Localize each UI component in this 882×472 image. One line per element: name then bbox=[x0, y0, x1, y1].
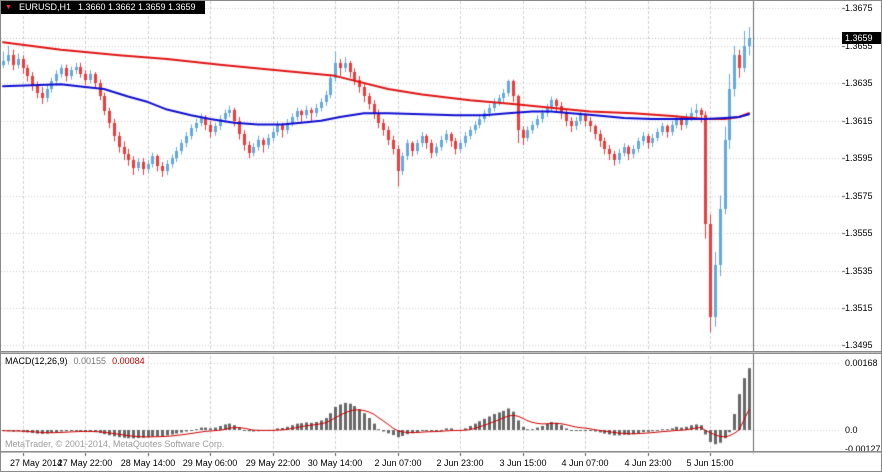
price-axis-label: 1.3615 bbox=[845, 116, 873, 126]
price-axis-label: 1.3515 bbox=[845, 303, 873, 313]
indicator-label: MACD(12,26,9) 0.00155 0.00084 bbox=[5, 356, 145, 366]
indicator-value: 0.00155 bbox=[73, 356, 107, 366]
price-axis-label: 1.3555 bbox=[845, 228, 873, 238]
price-axis-strip[interactable] bbox=[842, 1, 881, 451]
time-axis-label: 27 May 2014 bbox=[9, 458, 63, 468]
indicator-name: MACD(12,26,9) bbox=[5, 356, 68, 366]
time-axis-label: 2 Jun 23:00 bbox=[436, 458, 484, 468]
time-axis-label: 4 Jun 07:00 bbox=[561, 458, 609, 468]
time-axis-label: 2 Jun 07:00 bbox=[374, 458, 422, 468]
time-axis-label: 29 May 06:00 bbox=[182, 458, 238, 468]
quote-ohlc-label: 1.3660 1.3662 1.3659 1.3659 bbox=[77, 2, 196, 12]
chart-title-strip: ▼ EURUSD,H1 1.3660 1.3662 1.3659 1.3659 bbox=[1, 1, 205, 14]
symbol-dropdown-icon[interactable]: ▼ bbox=[5, 4, 12, 11]
indicator-axis-label: -0.00127 bbox=[845, 444, 881, 454]
price-axis-label: 1.3595 bbox=[845, 153, 873, 163]
time-axis-label: 29 May 22:00 bbox=[245, 458, 301, 468]
current-price-box: 1.3659 bbox=[842, 32, 881, 44]
indicator-signal-value: 0.00084 bbox=[112, 356, 145, 366]
time-axis-label: 27 May 22:00 bbox=[57, 458, 113, 468]
time-axis-label: 4 Jun 23:00 bbox=[624, 458, 672, 468]
pane-splitter-bottom bbox=[1, 451, 881, 453]
price-axis-label: 1.3675 bbox=[845, 3, 873, 13]
time-axis-label: 28 May 14:00 bbox=[120, 458, 176, 468]
indicator-axis-label: 0.00168 bbox=[845, 358, 878, 368]
price-axis-label: 1.3575 bbox=[845, 191, 873, 201]
price-axis-label: 1.3495 bbox=[845, 340, 873, 350]
time-axis-label: 30 May 14:00 bbox=[307, 458, 363, 468]
indicator-axis-label: 0.0 bbox=[845, 425, 858, 435]
price-axis-label: 1.3655 bbox=[845, 41, 873, 51]
pane-splitter[interactable] bbox=[1, 351, 881, 354]
price-axis-label: 1.3635 bbox=[845, 78, 873, 88]
symbol-label: EURUSD,H1 bbox=[18, 2, 71, 12]
time-axis-label: 3 Jun 15:00 bbox=[499, 458, 547, 468]
price-axis-label: 1.3535 bbox=[845, 266, 873, 276]
time-axis-label: 5 Jun 15:00 bbox=[686, 458, 734, 468]
